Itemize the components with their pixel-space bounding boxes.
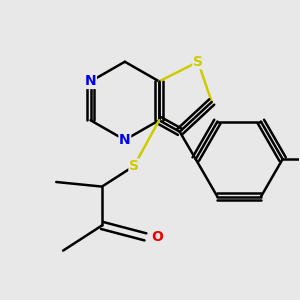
Text: N: N	[119, 133, 131, 147]
Text: N: N	[85, 74, 96, 88]
Text: S: S	[193, 55, 203, 69]
Text: S: S	[129, 159, 139, 173]
Text: O: O	[151, 230, 163, 244]
